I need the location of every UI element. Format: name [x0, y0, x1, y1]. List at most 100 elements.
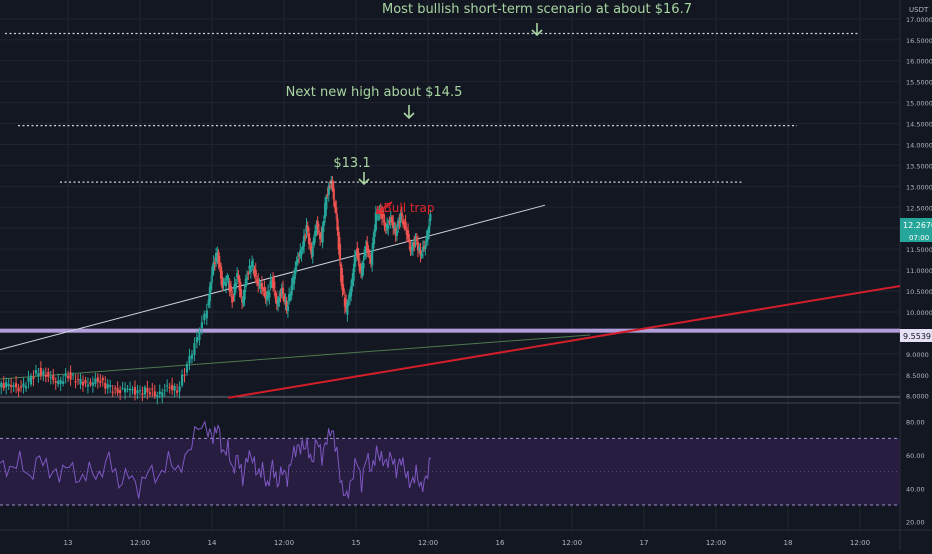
- candle-body: [245, 277, 249, 280]
- arrow-down-icon: [403, 105, 415, 120]
- candle-body: [395, 230, 399, 236]
- candle-body: [310, 246, 313, 255]
- candle-body: [241, 299, 244, 303]
- candle-body: [52, 375, 55, 381]
- candle-body: [409, 246, 412, 252]
- price-tick-label: 15.0000: [906, 100, 932, 108]
- candle-body: [207, 299, 210, 306]
- candle-body: [153, 391, 156, 397]
- candle-body: [210, 282, 213, 290]
- candle-body: [249, 269, 252, 273]
- candle-body: [338, 243, 342, 260]
- candle-body: [328, 186, 332, 188]
- candle-body: [54, 381, 57, 383]
- candle-body: [242, 296, 245, 304]
- candle-body: [419, 250, 422, 256]
- candle-body: [356, 248, 359, 258]
- time-tick-label: 18: [784, 539, 793, 547]
- candle-body: [178, 386, 181, 392]
- candle-body: [29, 375, 33, 385]
- candle-body: [262, 289, 265, 291]
- candle-body: [239, 289, 242, 297]
- candle-body: [17, 387, 20, 392]
- candle-body: [233, 283, 236, 296]
- candle-body: [101, 377, 104, 381]
- price-tick-label: 14.0000: [906, 141, 932, 149]
- candle-body: [296, 259, 299, 263]
- candle-body: [270, 280, 273, 282]
- candle-body: [236, 273, 239, 278]
- candle-body: [380, 211, 384, 220]
- candle-body: [222, 284, 225, 286]
- candle-body: [69, 372, 72, 380]
- time-tick-label: 12:00: [130, 539, 150, 547]
- candle-body: [300, 252, 303, 255]
- candle-body: [260, 282, 264, 290]
- candle-body: [263, 287, 266, 292]
- candle-body: [372, 237, 375, 249]
- candle-body: [384, 226, 387, 228]
- trendline-white: [0, 204, 546, 351]
- candle-body: [81, 381, 85, 386]
- price-tick-label: 10.5000: [906, 288, 932, 296]
- price-tick-label: 17.0000: [906, 16, 932, 24]
- candle-body: [425, 237, 428, 242]
- candle-body: [259, 284, 262, 288]
- price-tick-label: 16.5000: [906, 37, 932, 45]
- candle-body: [171, 384, 174, 391]
- candle-body: [390, 217, 394, 223]
- candle-body: [138, 390, 142, 392]
- candle-body: [317, 230, 320, 232]
- candle-body: [232, 296, 235, 298]
- candle-body: [374, 212, 377, 231]
- candle-body: [418, 247, 421, 251]
- candle-body: [185, 363, 189, 373]
- candle-body: [420, 254, 423, 257]
- candle-body: [243, 290, 246, 300]
- candles: [0, 176, 432, 405]
- candle-body: [99, 381, 102, 383]
- candle-body: [397, 220, 400, 228]
- price-tick-label: 8.5000: [906, 372, 929, 380]
- candle-body: [414, 237, 417, 242]
- trendline-green: [0, 334, 591, 380]
- candle-body: [336, 218, 339, 231]
- candle-body: [359, 269, 363, 272]
- candle-body: [354, 251, 358, 256]
- candle-body: [86, 384, 90, 387]
- candle-body: [14, 383, 18, 388]
- candle-body: [111, 391, 114, 393]
- candle-body: [247, 272, 250, 275]
- rsi-tick-label: 20.00: [906, 519, 925, 527]
- rsi-tick-label: 40.00: [906, 485, 925, 493]
- candle-body: [379, 209, 382, 215]
- candle-body: [163, 390, 166, 392]
- candle-body: [286, 305, 290, 312]
- candle-body: [114, 387, 117, 389]
- time-tick-label: 12:00: [274, 539, 294, 547]
- candle-body: [366, 241, 369, 252]
- candle-body: [190, 354, 194, 359]
- candle-body: [252, 265, 255, 267]
- candle-body: [211, 266, 214, 277]
- candle-body: [323, 202, 327, 219]
- currency-label: USDT: [909, 6, 929, 14]
- candle-body: [393, 226, 396, 230]
- price-tick-label: 16.0000: [906, 58, 932, 66]
- time-tick-label: 12:00: [562, 539, 582, 547]
- candle-body: [306, 225, 309, 232]
- candle-body: [423, 245, 426, 248]
- candle-body: [281, 287, 285, 294]
- candle-body: [410, 248, 413, 250]
- candle-body: [156, 395, 159, 398]
- candle-body: [314, 231, 317, 236]
- candle-body: [406, 230, 410, 239]
- candle-body: [166, 385, 169, 387]
- arrow-down-icon: [358, 172, 370, 186]
- time-tick-label: 14: [208, 539, 217, 547]
- candle-body: [104, 383, 107, 389]
- candle-body: [383, 221, 386, 227]
